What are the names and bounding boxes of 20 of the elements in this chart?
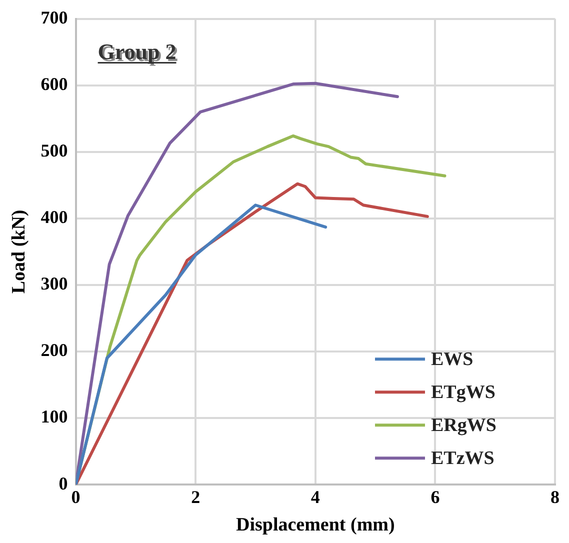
- x-tick-label: 2: [191, 487, 200, 508]
- y-axis-title: Load (kN): [8, 210, 30, 294]
- y-tick-label: 300: [40, 274, 68, 294]
- x-axis-title: Displacement (mm): [236, 514, 395, 536]
- annotation: Group 2: [100, 40, 178, 66]
- x-tick-label: 8: [550, 487, 560, 508]
- legend-label: ETgWS: [431, 382, 496, 404]
- y-tick-label: 700: [40, 7, 68, 28]
- y-tick-label: 200: [40, 340, 68, 360]
- y-tick-label: 600: [40, 74, 68, 94]
- legend-label: EWS: [431, 349, 474, 370]
- legend-label: ETzWS: [431, 448, 494, 470]
- y-tick-label: 100: [40, 406, 68, 427]
- y-tick-label: 400: [40, 207, 68, 228]
- x-tick-label: 0: [71, 487, 80, 508]
- x-tick-label: 4: [310, 487, 320, 508]
- y-tick-label: 500: [40, 140, 68, 161]
- legend-label: ERgWS: [431, 415, 496, 436]
- y-tick-label: 0: [58, 473, 68, 494]
- x-tick-label: 6: [430, 487, 440, 508]
